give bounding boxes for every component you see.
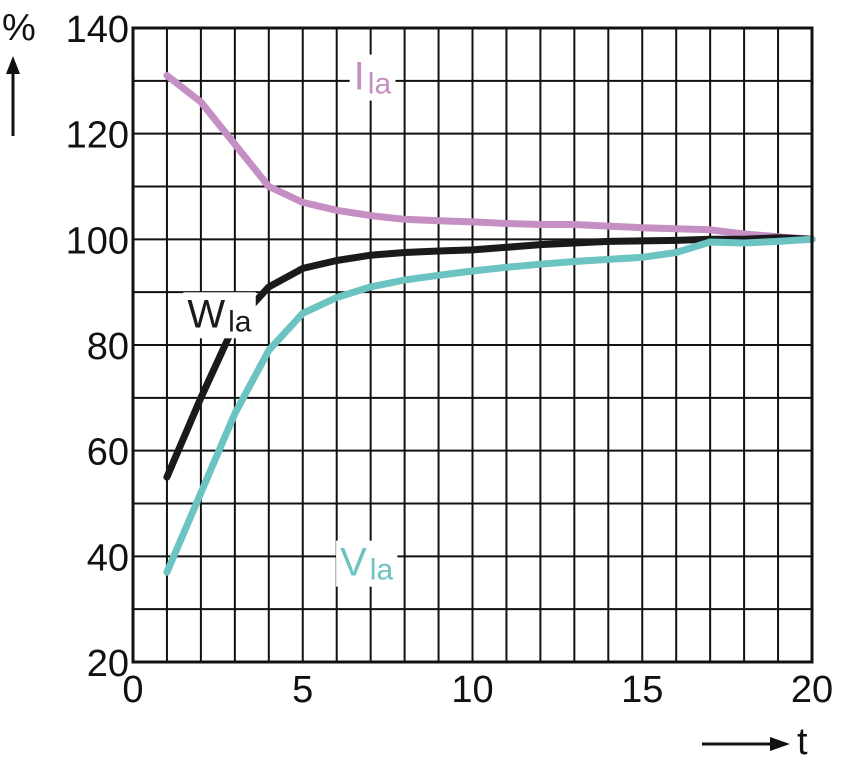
series-label-sub: la [370,554,394,587]
series-label-main: I [354,55,365,99]
plot-frame [131,26,814,664]
x-tick-label: 20 [791,669,833,711]
y-tick-label: 140 [66,9,129,51]
y-tick-label: 20 [87,643,129,685]
x-tick-label: 15 [621,669,663,711]
grid [133,28,812,662]
series-label-background [183,292,256,339]
y-tick-label: 60 [87,432,129,474]
series-label-main: W [187,292,225,336]
series-label-main: V [340,541,367,585]
series-label-background [336,540,398,587]
plot-border [131,26,814,664]
series-label-background [349,54,396,101]
y-axis-label: % [2,7,36,49]
series-label-sub: la [368,68,392,101]
x-tick-label: 5 [292,669,313,711]
series-lines [163,72,816,576]
tick-labels: 20 40 60 80 100 120 140 0 5 10 15 20 [66,9,834,711]
series-line-wla [163,234,816,481]
series-line-vla [163,235,816,576]
series-label-sub: la [228,305,252,338]
series-line-ila [163,72,816,243]
y-tick-label: 100 [66,220,129,262]
y-tick-label: 40 [87,537,129,579]
x-axis-arrow-icon [702,737,790,751]
x-axis-label: t [797,721,808,763]
x-tick-label: 10 [451,669,493,711]
x-tick-label: 0 [122,669,143,711]
y-tick-label: 80 [87,326,129,368]
y-axis-arrow-icon [6,56,20,136]
y-tick-label: 120 [66,115,129,157]
